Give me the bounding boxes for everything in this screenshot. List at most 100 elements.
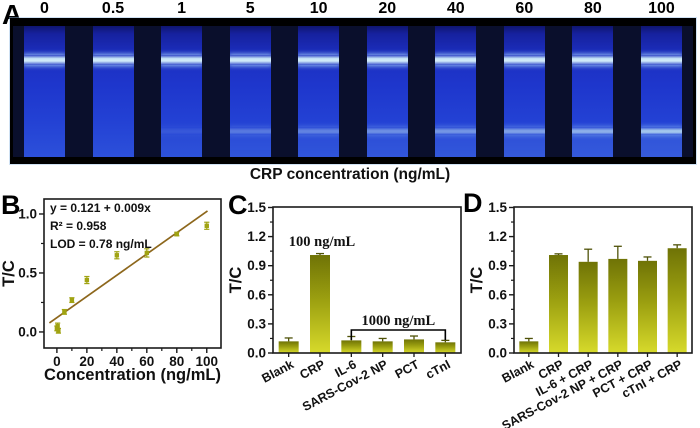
- control-line: [24, 54, 65, 66]
- control-line: [298, 54, 340, 66]
- bar: [578, 261, 598, 353]
- control-line: [572, 54, 614, 66]
- panel-a-caption: CRP concentration (ng/mL): [249, 166, 451, 183]
- test-strip: [92, 26, 134, 157]
- lane-concentration-labels: 0 0.5 1 5 10 20 40 60 80 100: [10, 0, 696, 18]
- strip-glow: [503, 134, 545, 157]
- data-point: [84, 277, 90, 283]
- test-line: [640, 126, 682, 136]
- bar: [435, 342, 456, 353]
- test-line: [298, 126, 340, 136]
- data-point: [56, 328, 61, 333]
- lane-label: 80: [583, 0, 602, 17]
- bar: [278, 341, 299, 353]
- test-strip: [298, 26, 340, 157]
- lane-label: 10: [309, 0, 328, 17]
- fit-line: [48, 210, 209, 324]
- test-strip: [229, 26, 271, 157]
- lfa-strip-photo: [10, 18, 696, 164]
- svg-text:0.3: 0.3: [247, 316, 266, 331]
- control-line: [503, 54, 545, 66]
- strip-glow: [640, 134, 682, 157]
- category-label: PCT: [393, 357, 422, 381]
- svg-text:T/C: T/C: [468, 267, 486, 294]
- panel-b-letter: B: [1, 190, 21, 220]
- cross-reactant-conc-annotation: 1000 ng/mL: [361, 313, 435, 329]
- panel-d-letter: D: [463, 188, 483, 218]
- svg-text:0.9: 0.9: [488, 258, 507, 273]
- svg-text:LOD = 0.78 ng/mL: LOD = 0.78 ng/mL: [50, 237, 152, 251]
- svg-text:y = 0.121 + 0.009x: y = 0.121 + 0.009x: [50, 201, 151, 215]
- control-line: [435, 54, 477, 66]
- chart-b: 0 20 40 60 80 100 0.0 0.5 1.0 Concentration (ng/m…: [0, 198, 222, 384]
- test-strip: [572, 26, 614, 157]
- bracket: [350, 329, 447, 340]
- data-point: [144, 250, 150, 256]
- data-point: [55, 323, 60, 329]
- lane-label: 60: [515, 0, 534, 17]
- strip-glow: [572, 134, 614, 157]
- bar: [341, 340, 362, 353]
- control-line: [161, 54, 203, 66]
- data-point: [69, 297, 75, 303]
- svg-text:T/C: T/C: [0, 260, 18, 287]
- test-strip: [640, 26, 682, 157]
- test-line: [435, 126, 477, 136]
- category-label: cTnI: [423, 357, 452, 381]
- svg-text:1.2: 1.2: [247, 229, 266, 244]
- test-strip: [24, 26, 65, 157]
- bar: [404, 339, 424, 353]
- test-line: [229, 126, 271, 136]
- test-strip: [503, 26, 545, 157]
- test-strip: [435, 26, 477, 157]
- svg-text:0.9: 0.9: [247, 258, 266, 273]
- bar: [638, 260, 657, 353]
- svg-text:0.6: 0.6: [488, 287, 507, 302]
- strip-glow: [435, 134, 477, 157]
- svg-text:0.6: 0.6: [247, 287, 266, 302]
- lane-label: 40: [446, 0, 465, 17]
- test-strip: [366, 26, 408, 157]
- svg-text:1.0: 1.0: [18, 206, 37, 221]
- bar: [608, 258, 628, 353]
- data-point: [114, 253, 120, 258]
- lane-label: 0: [40, 0, 49, 17]
- bar: [310, 255, 330, 353]
- svg-text:Concentration (ng/mL): Concentration (ng/mL): [44, 366, 221, 384]
- svg-text:80: 80: [169, 354, 184, 369]
- test-line: [366, 126, 408, 136]
- svg-text:1.5: 1.5: [488, 200, 507, 215]
- lane-label: 1: [177, 0, 187, 17]
- svg-text:0.0: 0.0: [18, 324, 37, 339]
- test-line: [503, 126, 545, 136]
- lane-label: 0.5: [101, 0, 125, 17]
- svg-text:60: 60: [139, 354, 154, 369]
- data-point: [204, 223, 209, 228]
- strip-glow: [366, 134, 408, 157]
- control-line: [229, 54, 271, 66]
- test-line: [572, 126, 614, 136]
- svg-text:0.0: 0.0: [247, 346, 266, 361]
- data-point: [62, 309, 67, 315]
- lane-label: 5: [245, 0, 255, 17]
- test-strip: [161, 26, 203, 157]
- lane-label: 20: [378, 0, 397, 17]
- svg-text:0.5: 0.5: [18, 265, 37, 280]
- control-line: [92, 54, 134, 66]
- crp-conc-annotation: 100 ng/mL: [289, 234, 356, 250]
- category-label: Blank: [500, 357, 537, 385]
- category-label: CRP: [298, 357, 328, 382]
- panel-c-letter: C: [228, 190, 248, 220]
- svg-text:T/C: T/C: [227, 267, 245, 294]
- bar: [519, 341, 539, 353]
- category-label: Blank: [259, 357, 296, 385]
- svg-text:0: 0: [53, 354, 61, 369]
- test-line: [161, 126, 203, 136]
- svg-text:20: 20: [79, 354, 94, 369]
- bar: [372, 341, 393, 353]
- lane-label: 100: [648, 0, 675, 17]
